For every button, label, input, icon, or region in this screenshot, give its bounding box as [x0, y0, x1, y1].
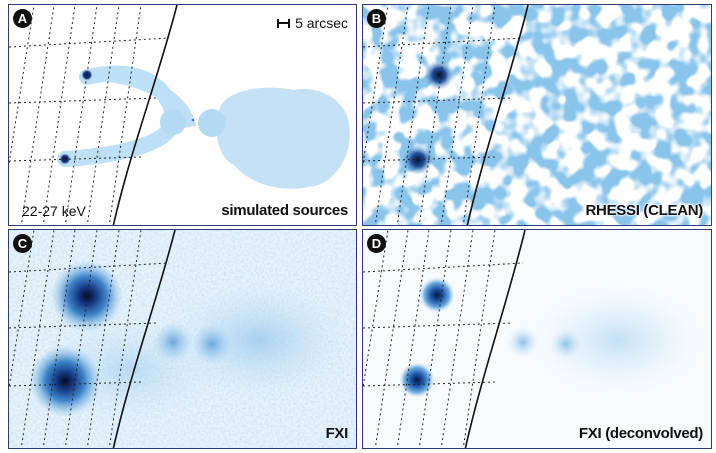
panel-rhessi-clean: B RHESSI (CLEAN) — [362, 4, 712, 226]
energy-range-label: 22-27 keV — [22, 203, 86, 219]
panel-a-label: A — [13, 9, 32, 28]
panel-b-label: B — [367, 9, 386, 28]
panel-c-caption: FXI — [325, 425, 349, 442]
panel-d-label: D — [367, 234, 386, 253]
panel-simulated-sources: A 5 arcsec 22-27 keV simulated sources — [8, 4, 357, 226]
simulated-sources-image — [57, 65, 350, 189]
panel-d-caption: FXI (deconvolved) — [578, 425, 703, 442]
panel-c-label: C — [13, 234, 32, 253]
scale-bar-icon — [277, 18, 291, 28]
panel-fxi: C FXI — [8, 229, 357, 449]
panel-fxi-deconvolved: D FXI (deconvolved) — [362, 229, 712, 449]
rhessi-clean-image — [363, 5, 711, 225]
scale-bar-label: 5 arcsec — [295, 15, 348, 31]
fxi-deconvolved-image — [363, 230, 711, 448]
grid-overlay — [363, 230, 526, 448]
grid-overlay — [363, 5, 529, 225]
panel-a-caption: simulated sources — [221, 202, 348, 219]
scale-bar: 5 arcsec — [277, 14, 348, 32]
panel-b-caption: RHESSI (CLEAN) — [585, 202, 704, 219]
grid-overlay — [9, 5, 178, 225]
grid-overlay — [9, 230, 176, 448]
fxi-image — [9, 230, 356, 448]
